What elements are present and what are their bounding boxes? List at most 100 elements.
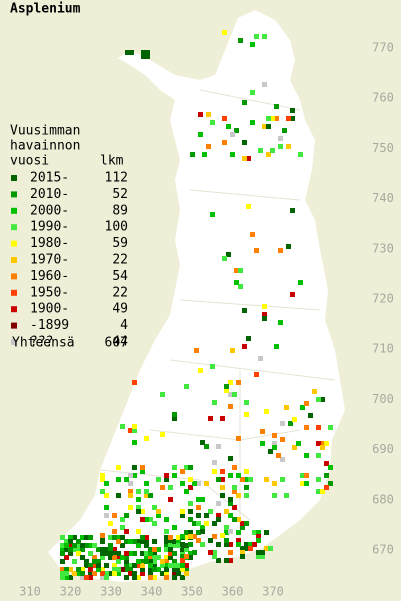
cell (64, 567, 69, 572)
y-axis-label: 680 (372, 492, 394, 506)
cell (244, 546, 249, 551)
cell (180, 567, 185, 572)
cell (164, 559, 169, 564)
cell (144, 543, 149, 548)
cell (252, 542, 257, 547)
cell (298, 152, 303, 157)
cell (188, 509, 193, 514)
cell (124, 563, 129, 568)
cell (76, 551, 81, 556)
cell (240, 521, 245, 526)
legend-count: 59 (112, 236, 128, 251)
cell (144, 555, 149, 560)
cell (216, 444, 221, 449)
cell (116, 477, 121, 482)
cell (212, 550, 217, 555)
legend-count: 52 (112, 187, 128, 202)
legend-count: 100 (105, 220, 128, 235)
cell (88, 563, 93, 568)
legend-heading: Vuusimman (10, 124, 80, 139)
cell (240, 554, 245, 559)
cell (188, 555, 193, 560)
cell (304, 453, 309, 458)
cell (64, 571, 69, 576)
cell (152, 575, 157, 580)
cell (254, 248, 259, 253)
legend-swatch (11, 224, 17, 231)
cell (216, 517, 221, 522)
cell (164, 535, 169, 540)
cell (224, 384, 229, 389)
cell (76, 547, 81, 552)
cell (96, 567, 101, 572)
cell (100, 555, 105, 560)
legend-label: 1900- (30, 302, 69, 317)
cell (100, 571, 105, 576)
cell (92, 571, 97, 576)
cell (112, 555, 117, 560)
cell (212, 534, 217, 539)
cell (104, 493, 109, 498)
cell (180, 481, 185, 486)
cell (280, 437, 285, 442)
cell (278, 248, 283, 253)
cell (60, 547, 65, 552)
cell (60, 571, 65, 576)
cell (168, 497, 173, 502)
cell (192, 521, 197, 526)
cell (284, 493, 289, 498)
y-axis-label: 740 (372, 191, 394, 205)
cell (224, 542, 229, 547)
cell (184, 567, 189, 572)
cell (244, 493, 249, 498)
cell (196, 521, 201, 526)
cell (145, 50, 150, 55)
cell (120, 535, 125, 540)
cell (308, 413, 313, 418)
cell (116, 535, 121, 540)
cell (88, 571, 93, 576)
cell (180, 551, 185, 556)
cell (244, 521, 249, 526)
cell (84, 563, 89, 568)
cell (88, 551, 93, 556)
cell (152, 559, 157, 564)
legend-swatch (11, 306, 17, 313)
cell (198, 368, 203, 373)
cell (144, 539, 149, 544)
cell (128, 428, 133, 433)
cell (140, 465, 145, 470)
cell (160, 559, 165, 564)
cell (190, 152, 195, 157)
cell (212, 521, 217, 526)
cell (196, 481, 201, 486)
cell (216, 501, 221, 506)
legend-count: 22 (112, 285, 128, 300)
cell (68, 543, 73, 548)
cell (316, 397, 321, 402)
cell (172, 416, 177, 421)
cell (220, 477, 225, 482)
cell (328, 465, 333, 470)
cell (104, 505, 109, 510)
cell (204, 513, 209, 518)
cell (132, 551, 137, 556)
cell (164, 543, 169, 548)
cell (264, 477, 269, 482)
legend-swatch (11, 289, 17, 296)
legend-label: 1960- (30, 269, 69, 284)
cell (164, 575, 169, 580)
cell (136, 559, 141, 564)
cell (80, 535, 85, 540)
cell (120, 543, 125, 548)
cell (196, 497, 201, 502)
cell (228, 513, 233, 518)
cell (244, 485, 249, 490)
cell (252, 530, 257, 535)
cell (160, 432, 165, 437)
cell (242, 100, 247, 105)
cell (198, 112, 203, 117)
cell (88, 543, 93, 548)
x-axis-label: 370 (262, 585, 284, 599)
cell (258, 148, 263, 153)
